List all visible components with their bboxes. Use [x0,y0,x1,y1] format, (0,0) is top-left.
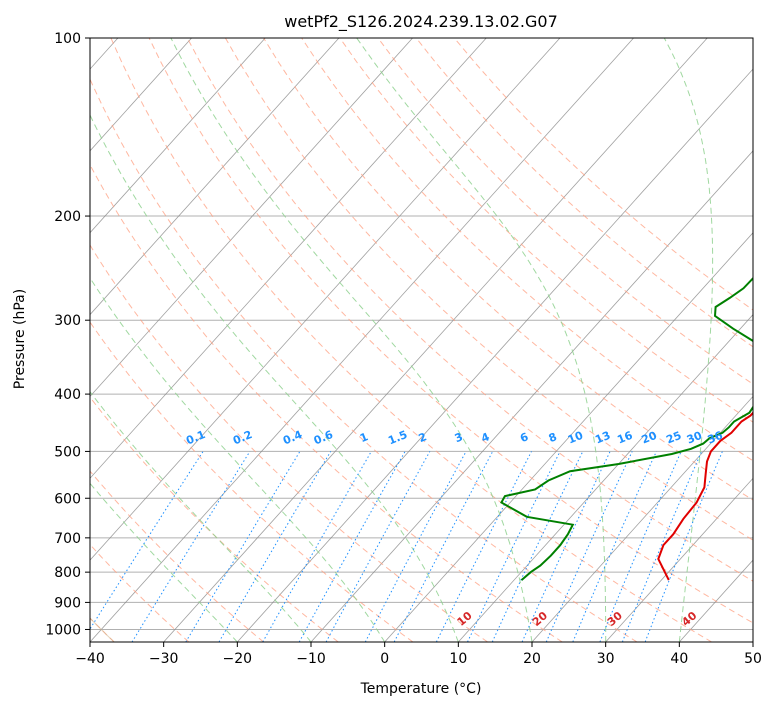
x-tick-label: −30 [149,651,179,667]
mixing-ratio-line [644,451,723,642]
moist-adiabat-line [90,482,238,642]
mixing-ratio-line [621,451,703,642]
isotherm-line [90,38,487,479]
y-tick-label: 800 [54,565,81,581]
mixing-ratio-label: 0.6 [312,428,335,447]
isotherm-line [237,68,753,642]
mixing-ratio-label: 3 [453,430,465,445]
moist-adiabat-label: 20 [530,609,550,629]
y-tick-label: 1000 [45,622,81,638]
x-tick-label: −40 [75,651,105,667]
x-tick-label: 50 [744,651,762,667]
x-tick-label: −10 [296,651,326,667]
dry-adiabat-line [377,38,753,385]
y-tick-label: 200 [54,209,81,225]
moist-adiabat-line [90,277,386,642]
x-tick-label: 30 [597,651,615,667]
y-tick-label: 900 [54,595,81,611]
x-tick-label: −20 [223,651,253,667]
y-tick-label: 500 [54,444,81,460]
mixing-ratio-label: 20 [640,429,659,447]
moist-adiabat-line [663,38,714,642]
mixing-ratio-label: 1 [358,430,370,445]
isotherm-line [679,559,753,642]
dry-adiabat-line [90,244,488,642]
moist-adiabat-label: 30 [605,609,625,629]
mixing-ratio-label: 8 [547,430,559,445]
mixing-ratio-label: 10 [566,429,585,447]
mixing-ratio-label: 6 [518,430,530,445]
isotherm-line [163,38,708,642]
plot-frame [89,37,754,643]
dry-adiabat-line [415,38,753,348]
mixing-ratio-line [325,451,431,642]
mixing-ratio-label: 30 [685,429,704,447]
mixing-ratio-line [599,451,682,642]
isotherm-line [310,150,753,642]
mixing-ratio-line [185,451,301,642]
mixing-ratio-line [298,451,406,642]
temperature-profile [657,411,753,581]
mixing-ratio-label: 36 [706,429,725,447]
isotherm-line [90,38,634,642]
mixing-ratio-line [131,451,251,642]
isotherm-line [531,395,753,642]
dry-adiabat-line [90,163,563,642]
moist-adiabat-label: 10 [455,609,475,629]
y-tick-label: 600 [54,491,81,507]
mixing-ratio-line [572,451,657,642]
isotherm-line [384,232,753,642]
mixing-ratio-label: 2 [417,430,429,445]
isotherm-line [752,641,753,642]
mixing-ratio-line [467,451,561,642]
dry-adiabat-line [90,321,414,642]
mixing-ratio-line [262,451,372,642]
moist-adiabat-line [90,390,312,642]
isotherm-line [90,38,413,398]
x-axis-label: Temperature (°C) [360,681,482,697]
isotherm-line [90,38,561,561]
x-tick-label: 0 [380,651,389,667]
dry-adiabat-line [110,38,712,642]
y-tick-label: 400 [54,387,81,403]
dry-adiabat-line [90,470,264,642]
y-axis-label: Pressure (hPa) [12,289,28,389]
y-tick-label: 100 [54,31,81,47]
dry-adiabat-line [90,543,190,642]
dry-adiabat-line [148,38,753,624]
isotherm-line [90,38,340,316]
isotherm-line [605,477,753,642]
mixing-ratio-label: 0.4 [281,428,304,447]
axes: −40 −30 −20 −10 0 10 20 30 40 5010020030040050060… [45,31,762,667]
x-tick-label: 20 [523,651,541,667]
moist-adiabat-line [356,38,607,642]
mixing-ratio-label: 25 [664,429,683,447]
y-tick-label: 300 [54,313,81,329]
mixing-ratio-label: 0.1 [184,428,207,447]
chart-title: wetPf2_S126.2024.239.13.02.G07 [284,12,558,32]
isotherm-line [90,38,192,152]
dry-adiabat-line [263,38,753,501]
mixing-ratio-label: 13 [593,429,612,447]
x-tick-label: 40 [670,651,688,667]
y-tick-label: 700 [54,531,81,547]
mixing-ratio-label: 4 [479,430,491,445]
dry-adiabat-line [224,38,753,541]
moist-adiabat-line [90,113,459,642]
mixing-ratio-line [90,451,204,630]
mixing-ratio-label: 1.5 [386,428,409,447]
mixing-ratio-line [545,451,633,642]
mixing-ratio-label: 16 [615,429,634,447]
dry-adiabat-line [90,396,339,642]
mixing-ratio-line [393,451,494,642]
isotherm-line [90,38,266,234]
isotherm-line [458,313,753,642]
dewpoint-profile [500,276,753,581]
dry-adiabat-line [453,38,753,311]
mixing-ratio-line [364,451,467,642]
moist-adiabat-line [170,38,533,642]
x-tick-label: 10 [449,651,467,667]
